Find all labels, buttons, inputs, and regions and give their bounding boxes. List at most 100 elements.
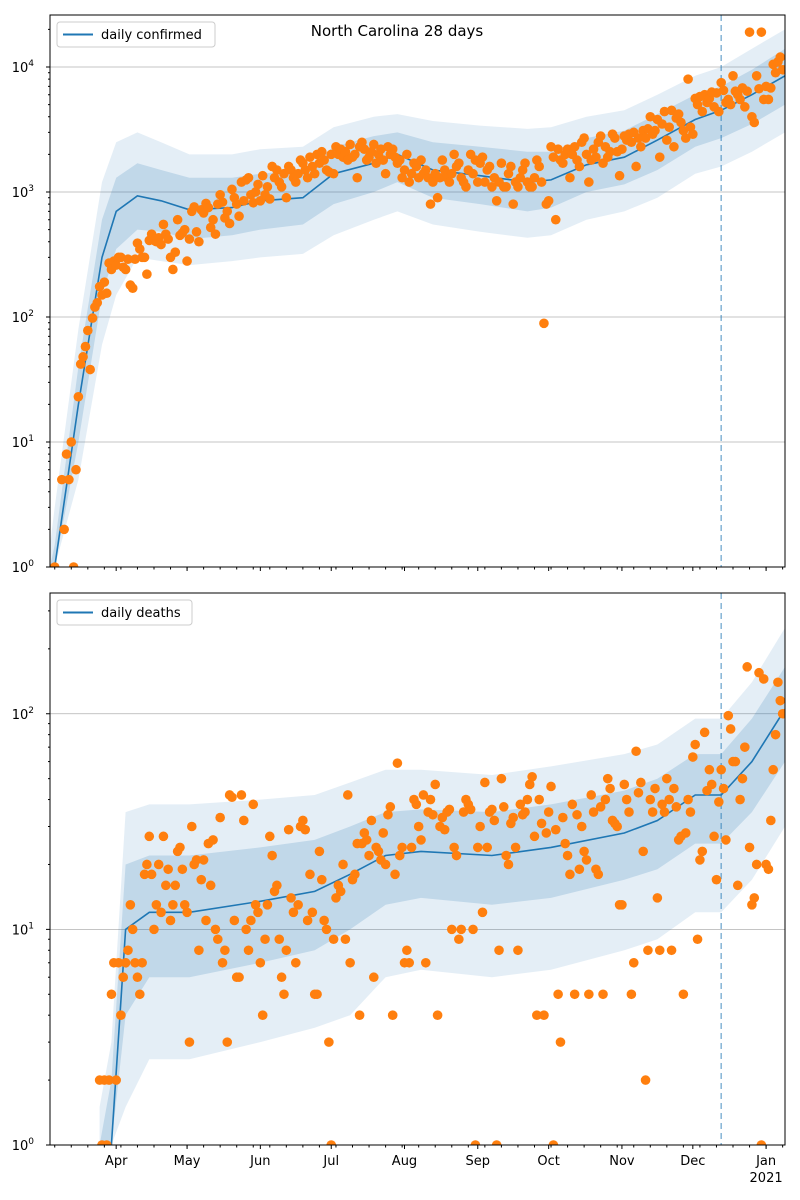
- data-point: [491, 1140, 502, 1145]
- data-point: [766, 83, 776, 93]
- data-point: [503, 859, 514, 870]
- data-point: [229, 915, 240, 926]
- y-tick-exponent: 0: [28, 559, 34, 569]
- data-point: [744, 842, 755, 853]
- data-point: [725, 99, 736, 110]
- data-point: [170, 880, 181, 891]
- data-point: [158, 831, 169, 842]
- data-point: [574, 864, 585, 875]
- data-point: [61, 449, 72, 459]
- data-point: [638, 846, 648, 857]
- y-tick-exponent: 2: [28, 309, 34, 319]
- data-point: [307, 907, 318, 918]
- data-point: [461, 182, 471, 192]
- data-point: [692, 934, 703, 945]
- data-point: [706, 779, 717, 790]
- data-point: [763, 94, 774, 105]
- data-point: [439, 165, 450, 175]
- data-point: [64, 474, 74, 485]
- data-point: [728, 71, 738, 81]
- data-point: [775, 52, 785, 62]
- data-point: [550, 824, 561, 835]
- data-point: [584, 989, 594, 1000]
- data-point: [406, 168, 417, 179]
- data-point: [650, 125, 660, 136]
- y-tick-label: 101: [12, 434, 34, 451]
- data-point: [212, 934, 223, 945]
- data-point: [430, 779, 441, 790]
- data-point: [522, 794, 533, 805]
- data-point: [203, 202, 214, 213]
- data-point: [636, 141, 646, 152]
- data-point: [650, 783, 660, 794]
- data-point: [286, 893, 296, 903]
- data-point: [513, 182, 523, 192]
- data-point: [666, 945, 677, 956]
- data-point: [508, 812, 519, 823]
- x-tick-label: May: [174, 1154, 201, 1169]
- data-point: [487, 182, 497, 192]
- data-point: [151, 900, 162, 910]
- data-point: [659, 807, 670, 817]
- data-point: [205, 222, 216, 233]
- data-point: [768, 764, 778, 775]
- data-point: [614, 170, 625, 181]
- data-point: [480, 777, 490, 788]
- data-point: [111, 1075, 121, 1085]
- data-point: [253, 907, 263, 918]
- data-point: [602, 773, 613, 784]
- data-point: [624, 807, 634, 817]
- data-point: [378, 155, 389, 165]
- data-point: [340, 934, 351, 945]
- data-point: [454, 158, 464, 168]
- data-point: [515, 172, 526, 183]
- data-point: [472, 177, 483, 187]
- axes-frame: [49, 592, 786, 1146]
- data-point: [569, 989, 580, 1000]
- data-point: [775, 695, 785, 706]
- data-point: [697, 846, 708, 857]
- data-point: [187, 821, 197, 832]
- data-point: [172, 214, 183, 225]
- data-point: [257, 1010, 268, 1020]
- data-point: [520, 158, 530, 168]
- data-point: [420, 165, 431, 175]
- data-point: [740, 742, 750, 752]
- data-point: [695, 855, 705, 865]
- data-point: [50, 562, 60, 567]
- data-point: [664, 122, 674, 132]
- data-point: [279, 168, 289, 179]
- data-point: [139, 252, 150, 263]
- data-point: [106, 989, 117, 1000]
- data-point: [454, 934, 464, 945]
- data-point: [690, 739, 700, 750]
- data-point: [73, 391, 84, 402]
- data-point: [524, 779, 535, 790]
- data-point: [78, 352, 88, 362]
- data-point: [657, 799, 667, 810]
- data-point: [182, 907, 192, 918]
- data-point: [85, 364, 95, 375]
- data-point: [340, 146, 351, 157]
- data-point: [472, 842, 483, 853]
- y-tick-exponent: 4: [28, 59, 34, 69]
- data-point: [494, 945, 504, 956]
- y-tick-label: 100: [12, 1137, 35, 1154]
- data-point: [432, 192, 443, 203]
- data-point: [305, 869, 315, 880]
- data-point: [276, 972, 287, 983]
- data-point: [435, 172, 445, 183]
- data-point: [475, 821, 485, 832]
- data-point: [536, 818, 547, 829]
- data-point: [579, 846, 589, 857]
- data-point: [352, 172, 363, 183]
- data-point: [262, 900, 273, 910]
- data-point: [506, 161, 516, 172]
- data-point: [130, 957, 140, 968]
- data-point: [669, 141, 679, 152]
- data-point: [730, 756, 741, 767]
- data-point: [572, 809, 582, 820]
- data-point: [428, 177, 438, 187]
- data-point: [342, 790, 353, 800]
- data-point: [274, 934, 285, 945]
